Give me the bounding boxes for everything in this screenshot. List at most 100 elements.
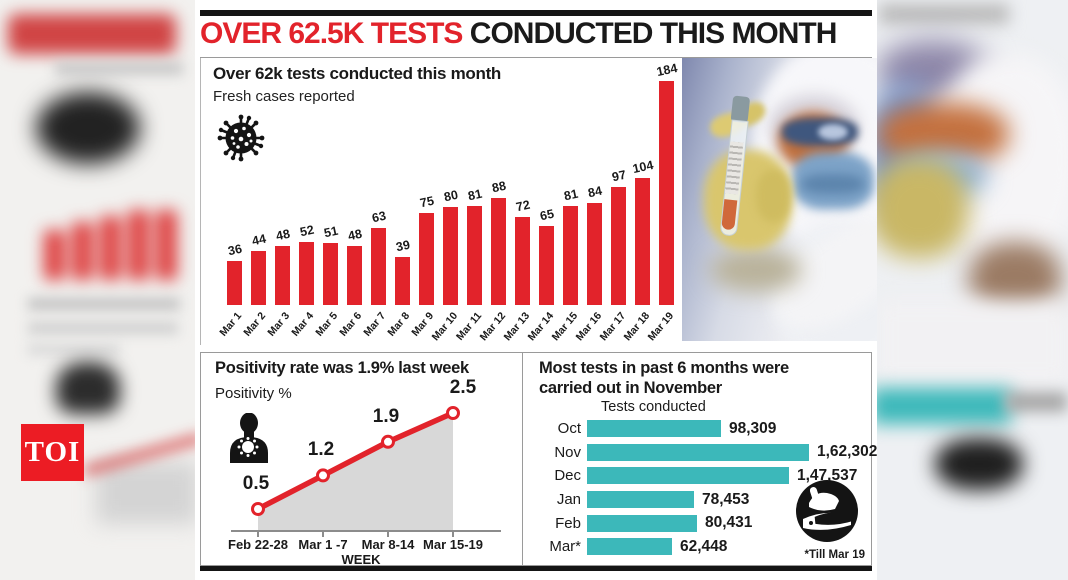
infographic-panel: OVER 62.5K TESTS CONDUCTED THIS MONTH Ov… (195, 0, 877, 580)
table-row: Oct 98,309 (533, 417, 869, 441)
month-value-label: 1,62,302 (817, 443, 878, 461)
month-label: Dec (554, 467, 581, 485)
bar (299, 242, 314, 305)
main-headline: OVER 62.5K TESTS CONDUCTED THIS MONTH (200, 17, 872, 51)
bar (275, 246, 290, 305)
hand-shadow (710, 248, 802, 292)
bar (563, 206, 578, 305)
bar-value-label: 48 (346, 226, 364, 244)
data-point (316, 468, 330, 483)
monthly-title-line2: carried out in November (539, 379, 722, 397)
month-bar (587, 538, 672, 556)
blurred-virus-blob (36, 92, 140, 164)
bar-value-label: 97 (610, 167, 628, 185)
bar (467, 206, 482, 305)
data-point (446, 406, 460, 420)
table-row: Dec 1,47,537 (533, 464, 869, 488)
bar-value-label: 75 (418, 193, 436, 211)
bar (371, 228, 386, 305)
month-value-label: 62,448 (680, 537, 728, 555)
positivity-line-plot (231, 406, 501, 537)
bottom-black-rule (200, 566, 872, 571)
monthly-tests-chart: Most tests in past 6 months were carried… (523, 353, 877, 565)
lab-worker-photo (682, 58, 877, 341)
daily-chart-subtitle: Fresh cases reported (213, 88, 355, 105)
positivity-title: Positivity rate was 1.9% last week (215, 359, 469, 377)
positivity-ylabel: Positivity % (215, 385, 292, 402)
blurred-teal-bar-blob (877, 388, 1011, 424)
table-row: Mar* 62,448 (533, 535, 869, 559)
monthly-subtitle: Tests conducted (601, 399, 706, 415)
data-point (381, 434, 395, 449)
blurred-text-blob (1005, 392, 1067, 412)
positivity-chart: Positivity rate was 1.9% last week Posit… (201, 353, 522, 567)
bar-value-label: 39 (394, 237, 412, 255)
month-label: Oct (557, 420, 581, 438)
blurred-text-blob (28, 322, 178, 334)
positivity-xlabel: WEEK (341, 552, 381, 567)
point-value-label: 2.5 (449, 377, 477, 398)
month-label: Nov (554, 443, 581, 461)
point-value-label: 1.2 (307, 439, 335, 461)
bar (611, 187, 626, 305)
blurred-bars-blob (44, 208, 190, 280)
bar-value-label: 84 (586, 183, 604, 201)
month-bar (587, 514, 697, 532)
blurred-background-right (877, 0, 1068, 580)
blurred-photo-blob (877, 300, 1068, 384)
point-category-label: Feb 22-28 (228, 537, 288, 552)
coronavirus-icon (217, 114, 265, 167)
blurred-text-blob (55, 62, 183, 75)
monthly-bars: Oct 98,309 Nov 1,62,302 Dec 1,47,537 Jan 78,453… (533, 417, 877, 559)
blurred-text-blob (879, 4, 1009, 24)
data-point (251, 502, 265, 516)
bar-value-label: 81 (562, 186, 580, 204)
daily-chart-title: Over 62k tests conducted this month (213, 64, 502, 83)
bar (395, 257, 410, 305)
trend-line (255, 410, 456, 512)
area-fill (258, 413, 453, 531)
glove-thumb (756, 170, 790, 222)
bar (251, 251, 266, 305)
toi-logo-text: TOI (24, 436, 81, 468)
blurred-text-blob (28, 298, 180, 310)
bar-value-label: 51 (322, 223, 340, 241)
header-divider-rule (200, 57, 872, 58)
bar-value-label: 184 (655, 60, 679, 80)
bar (539, 226, 554, 305)
month-bar (587, 443, 809, 461)
bar-value-label: 63 (370, 208, 388, 226)
bar-value-label: 104 (631, 157, 655, 177)
bar (227, 261, 242, 305)
bar (515, 217, 530, 305)
bar (659, 81, 674, 305)
bar-value-label: 80 (442, 187, 460, 205)
blurred-person-blob (56, 362, 120, 414)
month-bar (587, 491, 694, 509)
bar (419, 213, 434, 305)
month-label: Mar* (549, 538, 581, 556)
bar-value-label: 48 (274, 226, 292, 244)
month-label: Jan (556, 491, 581, 509)
bar (347, 246, 362, 305)
infected-person-icon (227, 412, 271, 468)
blurred-background-left: TOI (0, 0, 195, 580)
headline-rest: CONDUCTED THIS MONTH (462, 17, 838, 50)
month-value-label: 80,431 (705, 514, 753, 532)
face-mask-fold (802, 174, 864, 194)
headline-accent: OVER 62.5K TESTS (200, 17, 463, 50)
blurred-text-blob (28, 344, 120, 355)
blurred-area-blob (96, 462, 195, 524)
bar-value-label: 52 (298, 222, 316, 240)
bottom-charts-box: Positivity rate was 1.9% last week Posit… (200, 352, 877, 567)
point-value-label: 1.9 (372, 405, 400, 427)
monthly-footnote: *Till Mar 19 (804, 549, 865, 561)
point-category-label: Mar 1 -7 (298, 537, 348, 552)
month-bar (587, 420, 721, 438)
daily-tests-chart: Over 62k tests conducted this month Fres… (200, 58, 683, 345)
blurred-photo-blob (877, 158, 969, 258)
bar (491, 198, 506, 305)
month-value-label: 98,309 (729, 419, 777, 437)
table-row: Feb 80,431 (533, 511, 869, 535)
